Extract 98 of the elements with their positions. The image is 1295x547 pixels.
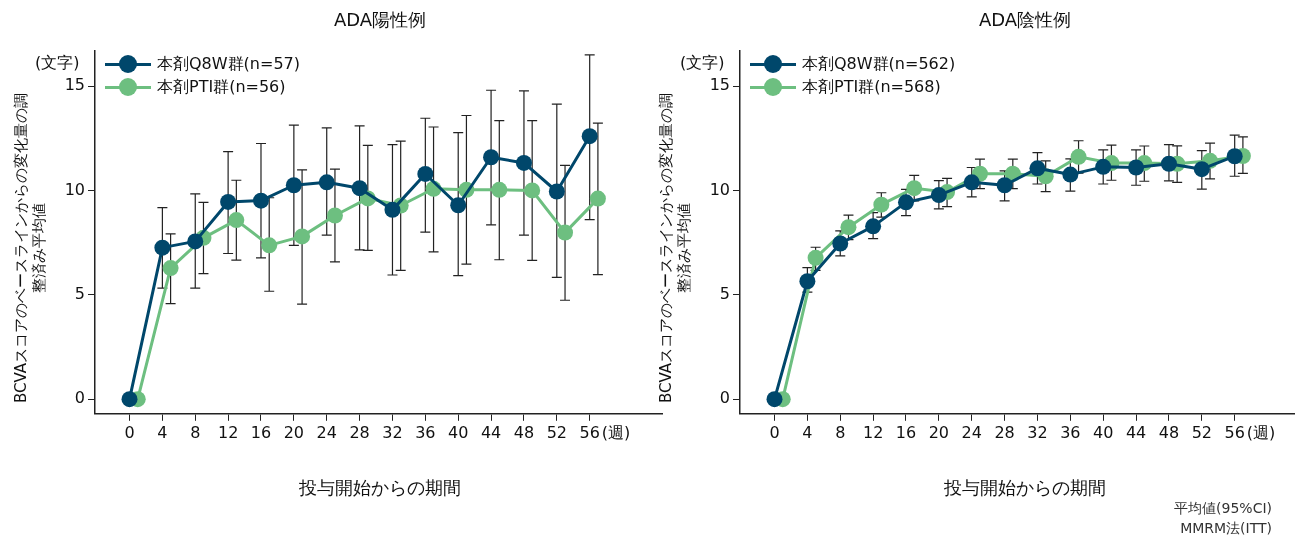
text: (週) [1246,422,1276,444]
x-tick-label: 0 [124,422,135,442]
y-tick-label: 15 [64,75,85,95]
point [326,207,343,224]
point [832,235,849,252]
point [524,182,541,199]
text: MMRM法(ITT) [1180,520,1272,538]
point [228,212,245,229]
point [865,218,882,235]
point [121,391,138,408]
point [807,249,824,266]
x-axis-title: 投与開始からの期間 [298,476,462,500]
chart-title: ADA陽性例 [332,8,428,32]
point [548,183,565,200]
x-tick-label: 48 [1158,422,1180,442]
x-tick-label: 8 [190,422,201,442]
y-axis-title: BCVAスコアのベースラインからの変化量の調整済み平均値 [657,91,693,406]
x-tick-label: 48 [513,422,535,442]
x-tick-label: 36 [1060,422,1081,442]
x-axis-title: 投与開始からの期間 [943,476,1107,500]
point [963,174,980,191]
legend-label: 本剤PTI群(n=56) [157,76,286,98]
x-tick-label: 12 [217,422,239,442]
point [261,237,278,254]
point [930,187,947,204]
point [1193,161,1210,178]
chart-title: ADA陰性例 [977,8,1073,32]
point [766,391,783,408]
point [252,192,269,209]
point [384,201,401,218]
point [162,260,179,277]
x-tick-label: 52 [546,422,567,442]
point [294,228,311,245]
x-tick-label: 28 [994,422,1015,442]
x-tick-label: 52 [1191,422,1212,442]
x-tick-label: 20 [928,422,950,442]
text: (文字) [680,52,725,74]
y-tick-label: 5 [719,283,730,303]
point [906,180,923,197]
x-tick-label: 4 [157,422,168,442]
point [840,219,857,236]
y-tick-label: 15 [709,75,730,95]
point [491,181,508,198]
x-tick-label: 44 [480,422,502,442]
x-tick-label: 20 [283,422,305,442]
y-tick-label: 0 [719,388,730,408]
point [515,154,532,171]
legend-label: 本剤Q8W群(n=57) [157,53,300,75]
x-tick-label: 16 [895,422,917,442]
x-tick-label: 40 [1093,422,1114,442]
x-tick-label: 40 [448,422,469,442]
point [799,273,816,290]
point [154,239,171,256]
point [557,224,574,241]
point [873,196,890,213]
point [589,190,606,207]
x-tick-label: 44 [1125,422,1147,442]
x-tick-label: 8 [835,422,846,442]
text: (文字) [35,52,80,74]
x-tick-label: 12 [862,422,884,442]
x-tick-label: 0 [769,422,780,442]
point [220,193,237,210]
point [897,194,914,211]
point [1128,159,1145,176]
x-tick-label: 56 [579,422,600,442]
y-tick-label: 5 [74,283,85,303]
point [187,233,204,250]
point [1062,166,1079,183]
y-axis-title: BCVAスコアのベースラインからの変化量の調整済み平均値 [12,91,48,406]
x-tick-label: 24 [316,422,337,442]
x-tick-label: 28 [349,422,370,442]
y-tick-label: 10 [709,179,730,199]
legend-label: 本剤PTI群(n=568) [802,76,941,98]
point [1160,155,1177,172]
point [483,149,500,166]
x-tick-label: 56 [1224,422,1245,442]
x-tick-label: 24 [961,422,982,442]
x-tick-label: 32 [382,422,403,442]
text: 平均値(95%CI) [1174,500,1272,518]
point [1029,160,1046,177]
point [996,177,1013,194]
point [1070,148,1087,165]
point [1095,158,1112,175]
point [351,180,368,197]
y-tick-label: 10 [64,179,85,199]
legend-label: 本剤Q8W群(n=562) [802,53,956,75]
x-tick-label: 4 [802,422,813,442]
point [318,174,335,191]
point [285,177,302,194]
point [1226,148,1243,165]
x-tick-label: 36 [415,422,436,442]
point [581,128,598,145]
x-tick-label: 32 [1027,422,1048,442]
y-tick-label: 0 [74,388,85,408]
text: (週) [601,422,631,444]
x-tick-label: 16 [250,422,272,442]
point [417,165,434,182]
point [450,197,467,214]
